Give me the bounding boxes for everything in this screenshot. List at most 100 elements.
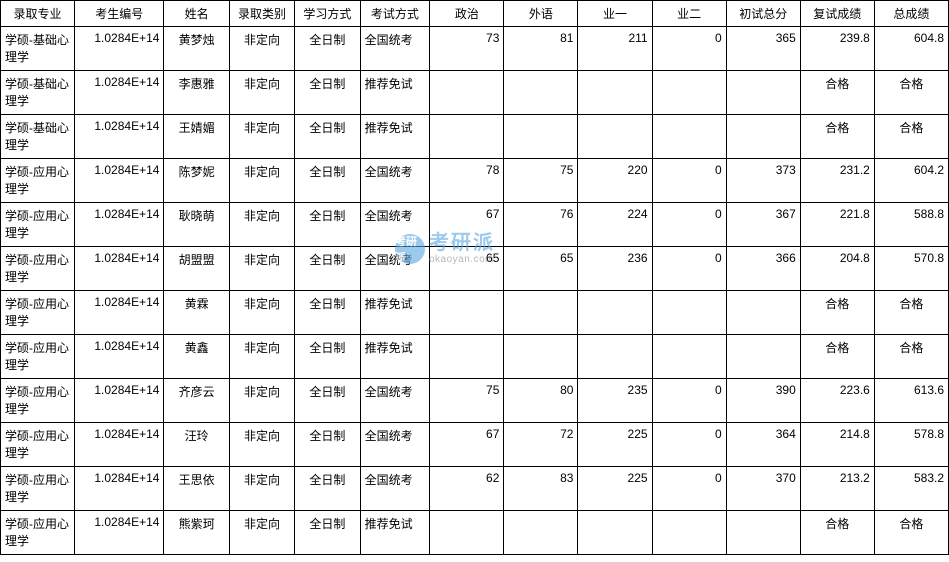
- cell-s2: 0: [652, 159, 726, 203]
- cell-exam: 推荐免试: [360, 71, 430, 115]
- col-header-init: 初试总分: [726, 1, 800, 27]
- cell-s2: [652, 71, 726, 115]
- cell-init: 373: [726, 159, 800, 203]
- cell-major: 学硕-应用心理学: [1, 291, 75, 335]
- cell-fl: [504, 511, 578, 555]
- cell-name: 王思依: [164, 467, 229, 511]
- cell-id: 1.0284E+14: [75, 115, 164, 159]
- cell-id: 1.0284E+14: [75, 203, 164, 247]
- cell-s1: 220: [578, 159, 652, 203]
- cell-s1: [578, 115, 652, 159]
- cell-reexam: 221.8: [800, 203, 874, 247]
- col-header-cat: 录取类别: [229, 1, 294, 27]
- cell-s1: 236: [578, 247, 652, 291]
- cell-s2: 0: [652, 27, 726, 71]
- col-header-s2: 业二: [652, 1, 726, 27]
- cell-reexam: 合格: [800, 71, 874, 115]
- cell-cat: 非定向: [229, 115, 294, 159]
- cell-cat: 非定向: [229, 27, 294, 71]
- cell-study: 全日制: [295, 467, 360, 511]
- cell-fl: 80: [504, 379, 578, 423]
- admission-table: 录取专业 考生编号 姓名 录取类别 学习方式 考试方式 政治 外语 业一 业二 …: [0, 0, 949, 555]
- cell-study: 全日制: [295, 115, 360, 159]
- cell-id: 1.0284E+14: [75, 27, 164, 71]
- cell-pol: [430, 291, 504, 335]
- cell-id: 1.0284E+14: [75, 159, 164, 203]
- cell-fl: [504, 115, 578, 159]
- cell-study: 全日制: [295, 247, 360, 291]
- cell-s2: 0: [652, 247, 726, 291]
- cell-fl: [504, 71, 578, 115]
- cell-reexam: 214.8: [800, 423, 874, 467]
- cell-major: 学硕-基础心理学: [1, 115, 75, 159]
- cell-reexam: 合格: [800, 335, 874, 379]
- cell-init: 367: [726, 203, 800, 247]
- cell-total: 合格: [874, 71, 948, 115]
- cell-total: 570.8: [874, 247, 948, 291]
- cell-s1: [578, 335, 652, 379]
- cell-cat: 非定向: [229, 291, 294, 335]
- table-header-row: 录取专业 考生编号 姓名 录取类别 学习方式 考试方式 政治 外语 业一 业二 …: [1, 1, 949, 27]
- cell-total: 613.6: [874, 379, 948, 423]
- cell-major: 学硕-应用心理学: [1, 335, 75, 379]
- cell-major: 学硕-应用心理学: [1, 203, 75, 247]
- cell-init: [726, 71, 800, 115]
- cell-id: 1.0284E+14: [75, 247, 164, 291]
- cell-init: [726, 511, 800, 555]
- cell-s2: [652, 511, 726, 555]
- cell-s1: 225: [578, 423, 652, 467]
- cell-name: 耿晓萌: [164, 203, 229, 247]
- cell-name: 黄梦烛: [164, 27, 229, 71]
- col-header-id: 考生编号: [75, 1, 164, 27]
- cell-s2: [652, 291, 726, 335]
- cell-init: 390: [726, 379, 800, 423]
- cell-s1: [578, 291, 652, 335]
- cell-cat: 非定向: [229, 203, 294, 247]
- cell-cat: 非定向: [229, 71, 294, 115]
- cell-study: 全日制: [295, 335, 360, 379]
- cell-id: 1.0284E+14: [75, 379, 164, 423]
- table-row: 学硕-基础心理学1.0284E+14李惠雅非定向全日制推荐免试合格合格: [1, 71, 949, 115]
- cell-init: 366: [726, 247, 800, 291]
- cell-pol: 78: [430, 159, 504, 203]
- cell-name: 李惠雅: [164, 71, 229, 115]
- cell-total: 583.2: [874, 467, 948, 511]
- cell-name: 胡盟盟: [164, 247, 229, 291]
- cell-study: 全日制: [295, 159, 360, 203]
- cell-pol: 67: [430, 203, 504, 247]
- cell-reexam: 239.8: [800, 27, 874, 71]
- cell-init: 370: [726, 467, 800, 511]
- cell-exam: 推荐免试: [360, 335, 430, 379]
- cell-reexam: 213.2: [800, 467, 874, 511]
- cell-fl: 81: [504, 27, 578, 71]
- col-header-pol: 政治: [430, 1, 504, 27]
- cell-pol: 62: [430, 467, 504, 511]
- cell-cat: 非定向: [229, 467, 294, 511]
- cell-s2: 0: [652, 423, 726, 467]
- table-row: 学硕-应用心理学1.0284E+14陈梦妮非定向全日制全国统考787522003…: [1, 159, 949, 203]
- cell-pol: [430, 335, 504, 379]
- cell-exam: 全国统考: [360, 379, 430, 423]
- cell-major: 学硕-应用心理学: [1, 247, 75, 291]
- cell-exam: 全国统考: [360, 423, 430, 467]
- cell-id: 1.0284E+14: [75, 511, 164, 555]
- table-row: 学硕-应用心理学1.0284E+14齐彦云非定向全日制全国统考758023503…: [1, 379, 949, 423]
- cell-fl: 76: [504, 203, 578, 247]
- cell-reexam: 合格: [800, 511, 874, 555]
- cell-id: 1.0284E+14: [75, 291, 164, 335]
- table-row: 学硕-应用心理学1.0284E+14耿晓萌非定向全日制全国统考677622403…: [1, 203, 949, 247]
- cell-fl: [504, 335, 578, 379]
- table-row: 学硕-应用心理学1.0284E+14熊紫珂非定向全日制推荐免试合格合格: [1, 511, 949, 555]
- cell-pol: [430, 511, 504, 555]
- table-row: 学硕-应用心理学1.0284E+14汪玲非定向全日制全国统考6772225036…: [1, 423, 949, 467]
- cell-s2: 0: [652, 467, 726, 511]
- table-row: 学硕-基础心理学1.0284E+14黄梦烛非定向全日制全国统考738121103…: [1, 27, 949, 71]
- cell-exam: 全国统考: [360, 27, 430, 71]
- cell-cat: 非定向: [229, 159, 294, 203]
- cell-major: 学硕-应用心理学: [1, 159, 75, 203]
- cell-s2: [652, 115, 726, 159]
- cell-study: 全日制: [295, 423, 360, 467]
- cell-id: 1.0284E+14: [75, 423, 164, 467]
- cell-fl: 83: [504, 467, 578, 511]
- cell-study: 全日制: [295, 379, 360, 423]
